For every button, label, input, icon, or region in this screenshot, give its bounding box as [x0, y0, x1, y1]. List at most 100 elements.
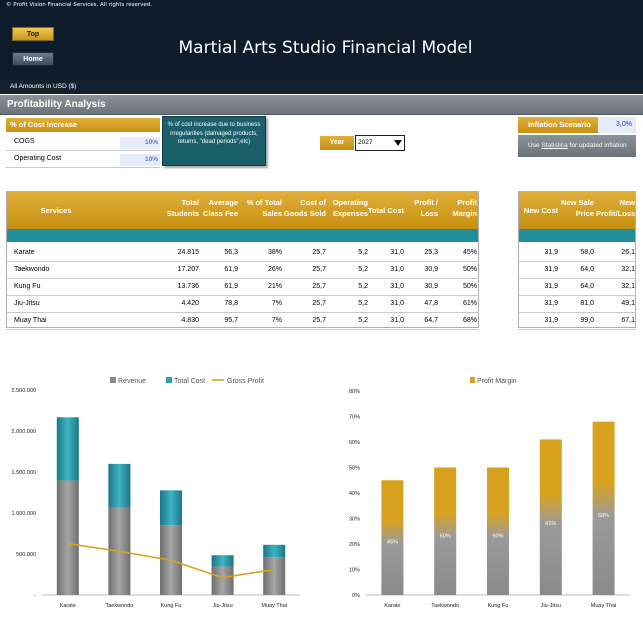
col-average-class-fee: Average Class Fee [202, 198, 238, 218]
profit-loss-cell: 30,9 [424, 266, 438, 273]
data-label: 68% [598, 513, 609, 519]
new-sale-price-cell: 64,0 [580, 283, 594, 290]
new-cost-cell: 31,9 [544, 283, 558, 290]
table-row: 31,9 99,0 67,1 [518, 313, 636, 330]
revenue-bar [263, 557, 286, 595]
copyright-text: © Profit Vision Financial Services. All … [6, 2, 153, 8]
profit-loss-cell: 64,7 [424, 317, 438, 324]
pct-total-sales-cell: 26% [267, 266, 282, 273]
section-title: Profitability Analysis [7, 99, 106, 110]
y-tick-label: 60% [349, 440, 360, 446]
table-header-strip [518, 229, 636, 242]
operating-cost-input[interactable]: 10% [120, 154, 160, 166]
row-divider [518, 261, 636, 262]
new-profit-loss-cell: 67,1 [621, 317, 635, 324]
total-cost-cell: 31,0 [390, 283, 404, 290]
new-pricing-table-header: New Cost New Sale Price New Profit/Loss [518, 191, 636, 229]
x-tick-label: Taekwondo [431, 603, 459, 609]
profit-margin-cell: 68% [462, 317, 477, 324]
pct-total-sales-cell: 21% [267, 283, 282, 290]
gross-profit-line [67, 542, 275, 579]
average-class-fee-cell: 61,9 [224, 266, 238, 273]
chevron-down-icon[interactable] [394, 140, 402, 146]
col-new-sale-price: New Sale Price [561, 198, 594, 218]
col-total-cost: Total Cost [367, 206, 404, 215]
profit-margin-bar [487, 467, 509, 595]
new-sale-price-cell: 64,0 [580, 266, 594, 273]
table-row: Jiu-Jitsu 4.420 78,8 7% 25,7 5,2 31,0 47,8 61% [6, 296, 479, 313]
table-row: 31,9 58,0 26,1 [518, 245, 636, 262]
inflation-note-prefix: Use [528, 142, 542, 149]
y-tick-label: 30% [349, 517, 360, 523]
total-cost-bar [263, 544, 286, 558]
new-profit-loss-cell: 32,1 [621, 283, 635, 290]
legend-label: Total Cost [174, 378, 205, 385]
cost-increase-header: % of Cost Increase [6, 118, 160, 132]
legend-label: Profit Margin [477, 378, 517, 385]
x-tick-label: Muay Thai [591, 603, 617, 609]
col-new-cost: New Cost [523, 206, 558, 215]
row-divider [6, 329, 479, 330]
profit-margin-bar [539, 439, 562, 595]
total-cost-cell: 31,0 [390, 317, 404, 324]
operating-expenses-cell: 5,2 [358, 266, 368, 273]
app-header: © Profit Vision Financial Services. All … [0, 0, 643, 80]
new-cost-cell: 31,9 [544, 266, 558, 273]
pct-total-sales-cell: 38% [267, 249, 282, 256]
average-class-fee-cell: 95,7 [224, 317, 238, 324]
y-tick-label: 80% [349, 389, 360, 395]
home-button[interactable]: Home [12, 52, 54, 66]
statistica-link[interactable]: Statistica [541, 142, 568, 149]
total-cost-bar [108, 463, 131, 508]
charts-area: - 500.000 1.000.000 1.500.000 2.000.000 2.500… [12, 377, 630, 609]
table-row: 31,9 64,0 32,1 [518, 262, 636, 279]
table-row: 31,9 64,0 32,1 [518, 279, 636, 296]
total-students-cell: 13.736 [177, 283, 199, 290]
profit-margin-bar [434, 467, 457, 595]
new-profit-loss-cell: 26,1 [621, 249, 635, 256]
data-label: 50% [440, 534, 451, 540]
profit-margin-bar [381, 480, 404, 595]
top-button[interactable]: Top [12, 27, 54, 41]
row-divider [6, 278, 479, 279]
cogs-input[interactable]: 10% [120, 137, 160, 149]
row-divider [518, 278, 636, 279]
profit-margin-cell: 50% [462, 266, 477, 273]
y-tick-label: 0% [352, 593, 360, 599]
profit-loss-cell: 47,8 [424, 300, 438, 307]
divider [6, 167, 160, 168]
inflation-label: Inflation Scenario [518, 117, 598, 133]
table-row: 31,9 81,0 49,1 [518, 296, 636, 313]
year-dropdown[interactable]: 2027 [355, 135, 405, 151]
pct-total-sales-cell: 7% [271, 317, 282, 324]
new-cost-cell: 31,9 [544, 249, 558, 256]
table-header-strip [6, 229, 479, 242]
operating-expenses-cell: 5,2 [358, 317, 368, 324]
section-header: Profitability Analysis [0, 95, 643, 115]
y-tick-label: 2.000.000 [12, 429, 36, 435]
average-class-fee-cell: 78,8 [224, 300, 238, 307]
col-operating-expenses: Operating Expenses [332, 198, 368, 218]
row-divider [6, 261, 479, 262]
y-tick-label: 40% [349, 491, 360, 497]
total-students-cell: 17.207 [177, 266, 199, 273]
total-students-cell: 24.815 [177, 249, 199, 256]
total-students-cell: 4.830 [181, 317, 199, 324]
inflation-input[interactable]: 3,0% [598, 117, 636, 133]
total-cost-cell: 31,0 [390, 300, 404, 307]
x-tick-label: Karate [384, 603, 400, 609]
total-cost-bar [211, 555, 234, 567]
table-row: Karate 24.815 56,3 38% 25,7 5,2 31,0 25,3 45% [6, 245, 479, 262]
cogs-cell: 25,7 [312, 266, 326, 273]
average-class-fee-cell: 56,3 [224, 249, 238, 256]
profit-margin-chart: 0% 10% 20% 30% 40% 50% 60% 70% 80% 45% Karate 50% Ta… [349, 377, 630, 609]
year-label: Year [320, 136, 354, 150]
cost-increase-note: % of cost increase due to business irreg… [162, 116, 266, 166]
data-label: 61% [545, 521, 556, 527]
y-tick-label: 70% [349, 415, 360, 421]
total-cost-bar [56, 417, 79, 481]
operating-cost-label: Operating Cost [14, 155, 62, 162]
legend-swatch [166, 377, 172, 383]
divider [6, 150, 160, 151]
y-tick-label: - [34, 593, 36, 599]
